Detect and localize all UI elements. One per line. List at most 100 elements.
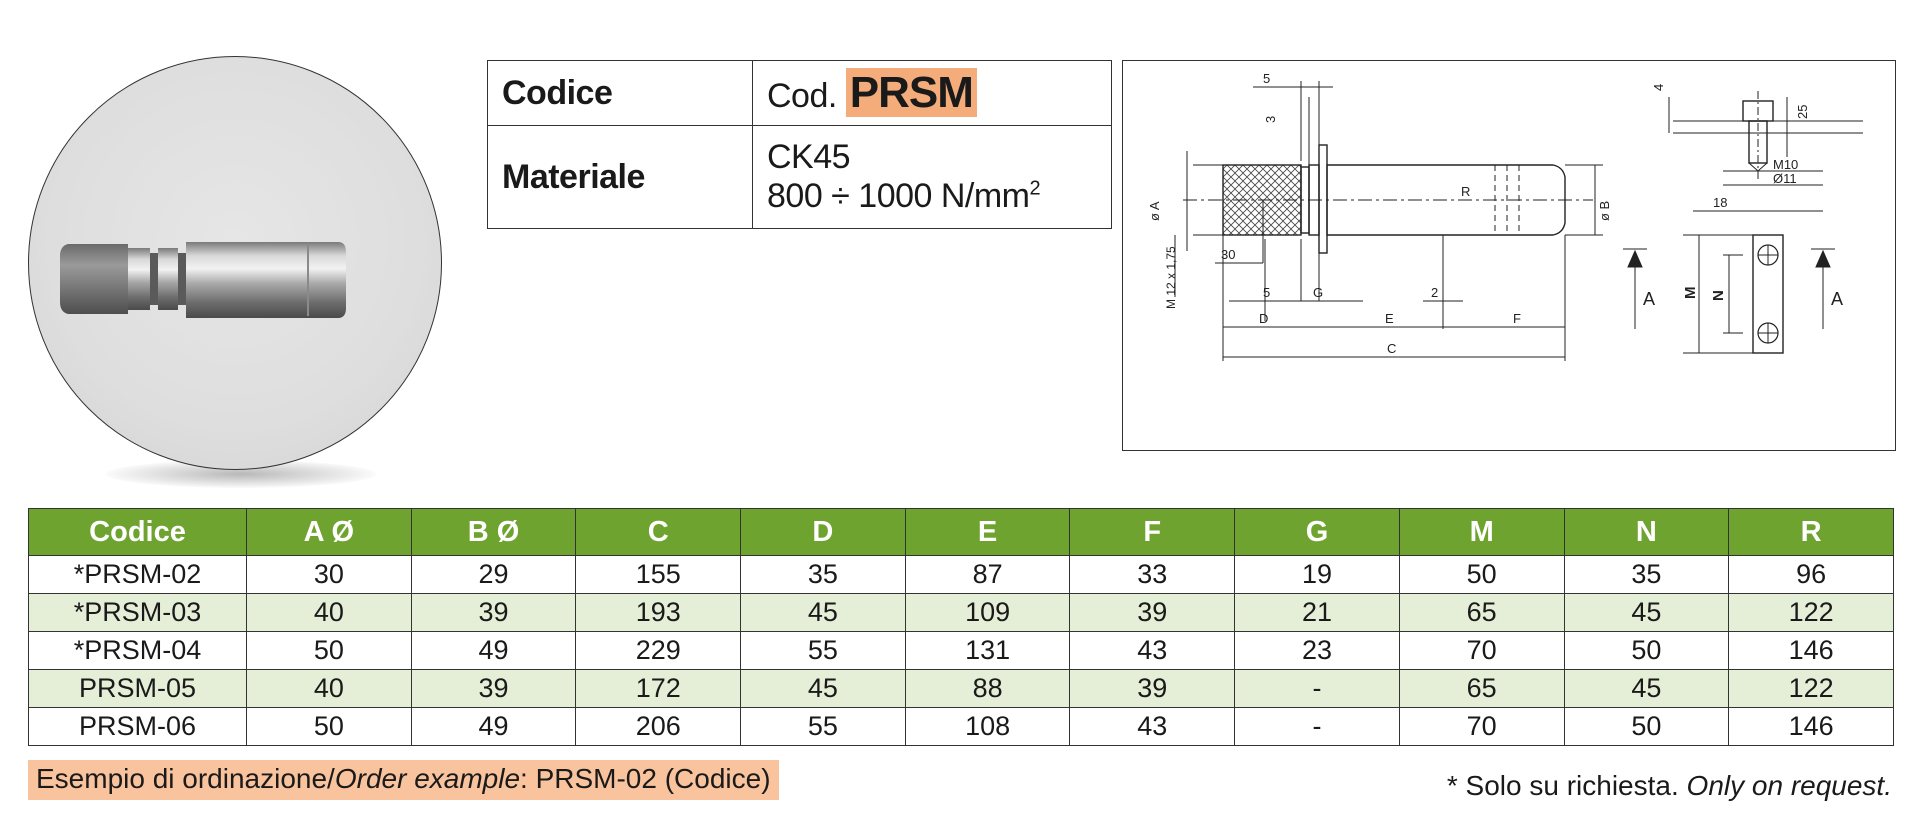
dim-18: 18 [1713, 195, 1727, 210]
table-cell: 50 [246, 631, 412, 670]
dim-5-top: 5 [1263, 71, 1270, 86]
materiale-strength: 800 ÷ 1000 N/mm2 [767, 177, 1041, 215]
table-cell: 96 [1728, 555, 1894, 594]
materiale-label: Materiale [487, 125, 753, 229]
table-cell: 21 [1234, 593, 1400, 632]
table-cell: 193 [575, 593, 742, 632]
codice-value-cell: Cod. PRSM [752, 60, 1112, 126]
dim-F: F [1513, 311, 1521, 326]
table-cell: - [1234, 707, 1400, 746]
dim-thread: M 12 x 1,75 [1164, 246, 1178, 309]
col-a: A Ø [246, 508, 412, 556]
view-A-right: A [1831, 289, 1843, 309]
dim-M10: M10 [1773, 157, 1798, 172]
table-cell: *PRSM-03 [28, 593, 247, 632]
dim-25: 25 [1795, 105, 1810, 119]
table-row: *PRSM-03 40 39 193 45 109 39 21 65 45 122 [28, 593, 1894, 632]
table-cell: 55 [740, 707, 906, 746]
col-c: C [575, 508, 742, 556]
table-cell: 45 [1563, 593, 1730, 632]
table-cell: 146 [1728, 707, 1894, 746]
dim-3: 3 [1263, 116, 1278, 123]
table-cell: 29 [410, 555, 577, 594]
table-cell: 65 [1398, 593, 1565, 632]
table-cell: 122 [1728, 669, 1894, 708]
table-cell: 19 [1234, 555, 1400, 594]
dim-5-low: 5 [1263, 285, 1270, 300]
codice-label: Codice [487, 60, 753, 126]
table-cell: 50 [1563, 631, 1730, 670]
table-cell: 65 [1398, 669, 1565, 708]
table-cell: 50 [1398, 555, 1565, 594]
table-cell: 30 [246, 555, 412, 594]
materiale-value-cell: CK45 800 ÷ 1000 N/mm2 [752, 125, 1112, 229]
col-e: E [904, 508, 1071, 556]
col-d: D [740, 508, 906, 556]
dim-E: E [1385, 311, 1394, 326]
table-cell: - [1234, 669, 1400, 708]
table-cell: 50 [246, 707, 412, 746]
availability-note: * Solo su richiesta. Only on request. [1446, 770, 1892, 801]
dim-30: 30 [1221, 247, 1235, 262]
table-cell: 35 [740, 555, 906, 594]
table-cell: 39 [410, 593, 577, 632]
dim-phiB: ø B [1597, 201, 1612, 221]
product-photo [28, 56, 448, 488]
table-cell: 39 [410, 669, 577, 708]
table-row: PRSM-05 40 39 172 45 88 39-65 45 122 [28, 669, 1894, 708]
table-row: *PRSM-04 50 49 229 55 131 43 23 70 50 146 [28, 631, 1894, 670]
codice-badge: PRSM [845, 68, 977, 117]
table-cell: 43 [1069, 707, 1236, 746]
table-cell: 43 [1069, 631, 1236, 670]
drawing-svg: R ø A ø B 5 3 M 12 x 1,75 30 5 G 2 [1147, 71, 1863, 361]
table-cell: 23 [1234, 631, 1400, 670]
table-cell: *PRSM-02 [28, 555, 247, 594]
table-cell: 122 [1728, 593, 1894, 632]
dim-M: M [1682, 287, 1699, 300]
col-b: B Ø [410, 508, 577, 556]
table-cell: 45 [740, 593, 906, 632]
dim-G: G [1313, 285, 1323, 300]
table-cell: 70 [1398, 631, 1565, 670]
table-cell: 155 [575, 555, 742, 594]
table-cell: 131 [904, 631, 1071, 670]
table-header-row: Codice A Ø B Ø C D E F G M N R [28, 508, 1894, 556]
table-cell: 33 [1069, 555, 1236, 594]
dim-phiA: ø A [1147, 201, 1162, 221]
table-cell: 87 [904, 555, 1071, 594]
table-cell: 70 [1398, 707, 1565, 746]
dim-D: D [1259, 311, 1268, 326]
table-cell: 39 [1069, 669, 1236, 708]
dim-4: 4 [1651, 84, 1666, 91]
table-row: PRSM-06 50 49 206 55 108 43-70 50 146 [28, 707, 1894, 746]
table-cell: 50 [1563, 707, 1730, 746]
table-cell: 40 [246, 669, 412, 708]
table-cell: 172 [575, 669, 742, 708]
table-cell: *PRSM-04 [28, 631, 247, 670]
col-codice: Codice [28, 508, 247, 556]
table-cell: 229 [575, 631, 742, 670]
table-cell: 49 [410, 707, 577, 746]
table-cell: 35 [1563, 555, 1730, 594]
materiale-grade: CK45 [767, 138, 851, 176]
view-A-left: A [1643, 289, 1655, 309]
table-cell: 45 [740, 669, 906, 708]
spec-table: Codice Cod. PRSM Materiale CK45 800 ÷ 10… [487, 60, 1112, 229]
codice-prefix: Cod. [767, 77, 837, 115]
pin-image [60, 242, 346, 318]
table-cell: 39 [1069, 593, 1236, 632]
table-cell: PRSM-06 [28, 707, 247, 746]
dim-C: C [1387, 341, 1396, 356]
dim-N: N [1710, 290, 1727, 301]
technical-drawing: R ø A ø B 5 3 M 12 x 1,75 30 5 G 2 [1122, 60, 1896, 451]
table-cell: 146 [1728, 631, 1894, 670]
table-cell: 45 [1563, 669, 1730, 708]
table-cell: 49 [410, 631, 577, 670]
dim-2: 2 [1431, 285, 1438, 300]
table-cell: 109 [904, 593, 1071, 632]
col-m: M [1398, 508, 1565, 556]
table-cell: PRSM-05 [28, 669, 247, 708]
col-f: F [1069, 508, 1236, 556]
col-g: G [1234, 508, 1400, 556]
order-example: Esempio di ordinazione/Order example: PR… [28, 760, 779, 800]
